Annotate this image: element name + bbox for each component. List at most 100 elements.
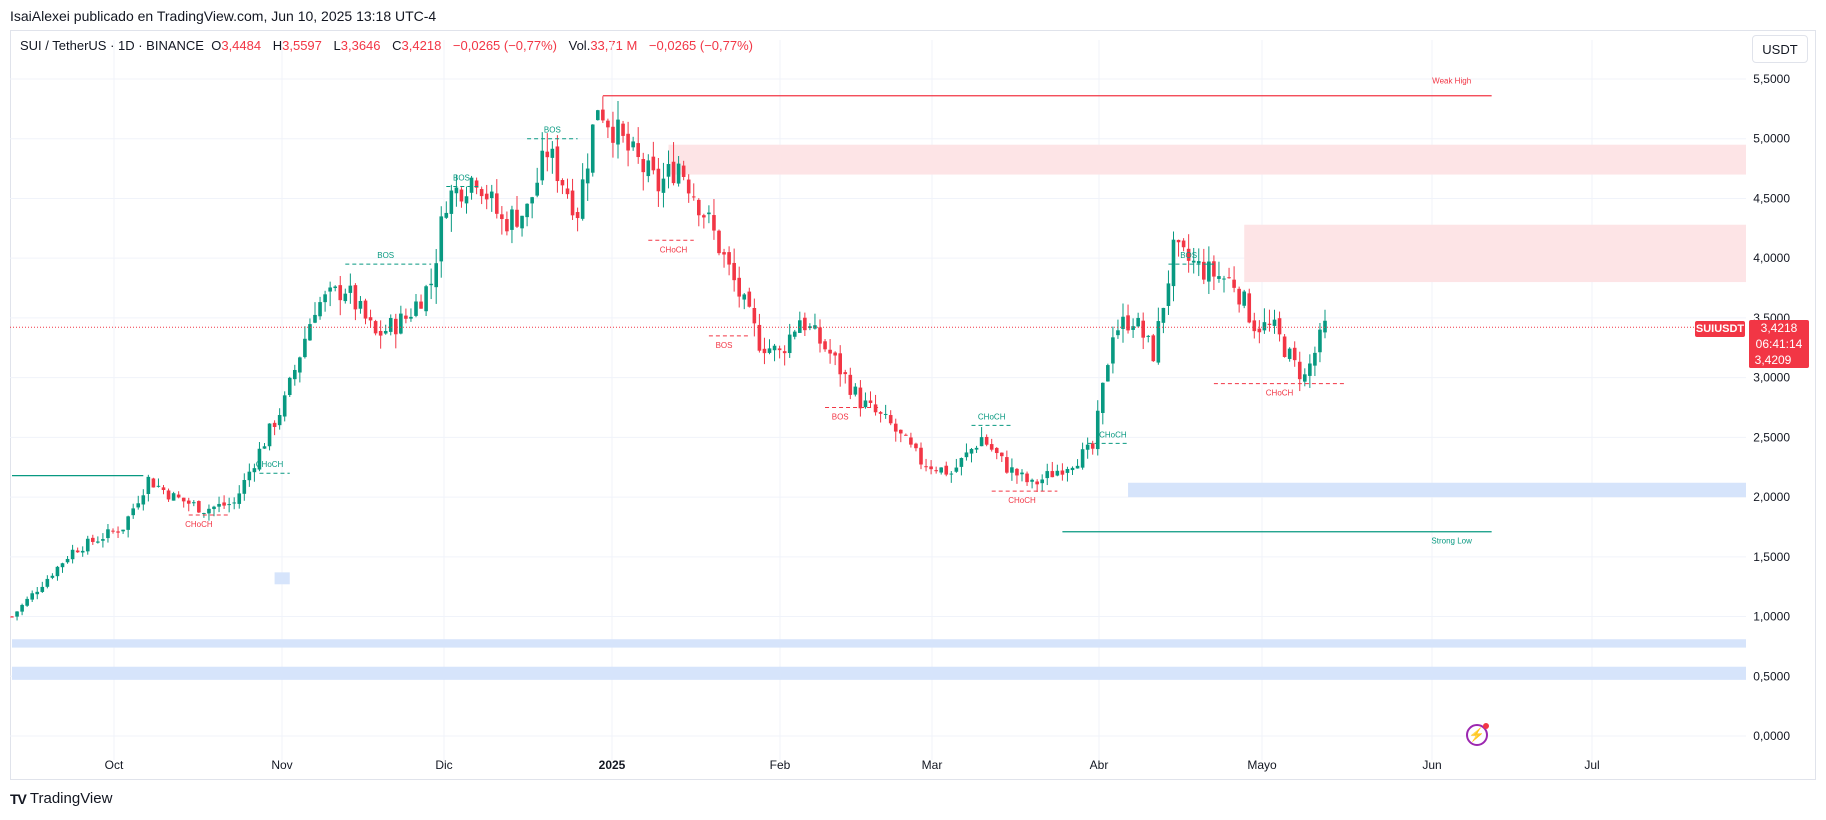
x-tick-label: Feb: [770, 758, 791, 772]
candle-body: [994, 447, 999, 454]
candle-body: [161, 487, 166, 491]
candle-body: [1045, 471, 1050, 479]
candle-body: [505, 219, 509, 232]
candle-body: [732, 262, 736, 281]
structure-label: BOS: [716, 341, 733, 350]
candle-body: [727, 252, 731, 265]
symbol-label[interactable]: SUI / TetherUS · 1D · BINANCE: [20, 38, 204, 53]
change-value: −0,0265 (−0,77%): [452, 38, 557, 53]
candle-body: [1015, 468, 1019, 476]
candle-body: [904, 434, 908, 436]
candle-body: [1272, 319, 1277, 326]
candle-body: [272, 422, 277, 428]
candle-body: [863, 400, 868, 408]
y-tick-label: 1,0000: [1753, 610, 1790, 624]
candle-body: [691, 196, 696, 198]
candle-body: [197, 501, 201, 513]
candle-body: [899, 429, 903, 434]
candle-body: [1287, 348, 1292, 359]
candle-body: [585, 168, 590, 184]
candle-body: [1146, 335, 1151, 337]
candle-body: [1202, 261, 1206, 280]
candle-body: [500, 214, 504, 220]
candle-body: [1121, 316, 1125, 329]
candle-body: [1166, 283, 1171, 306]
structure-label: CHoCH: [1266, 389, 1294, 398]
candle-body: [287, 377, 292, 396]
candle-body: [1308, 363, 1312, 376]
x-tick-label: Mar: [922, 758, 943, 772]
candle-body: [611, 126, 615, 143]
candle-body: [383, 330, 388, 334]
candle-body: [171, 493, 176, 501]
candle-body: [560, 180, 565, 186]
candle-body: [166, 490, 171, 500]
candle-body: [202, 513, 206, 515]
candle-body: [969, 448, 974, 454]
candle-body: [293, 369, 297, 380]
candle-body: [399, 313, 403, 334]
candle-body: [848, 374, 853, 395]
candle-body: [752, 307, 757, 324]
candle-body: [439, 216, 444, 262]
candle-body: [1065, 468, 1070, 473]
candle-body: [1247, 293, 1252, 323]
candle-body: [888, 415, 893, 424]
candle-body: [1111, 337, 1115, 364]
candle-body: [686, 179, 691, 194]
last-price: 3,4218: [1760, 321, 1798, 335]
supply-zone: [668, 144, 1746, 175]
candle-body: [495, 193, 499, 214]
candle-body: [434, 263, 438, 288]
candle-body: [787, 334, 792, 354]
candle-body: [85, 538, 90, 552]
demand-zone: [274, 572, 290, 585]
candle-body: [565, 188, 570, 195]
candle-body: [131, 508, 135, 516]
candle-body: [176, 494, 181, 498]
candle-body: [394, 318, 398, 335]
price-chart[interactable]: 0,0000 0,5000 1,0000 1,5000 2,0000 2,5000 3,00…: [0, 0, 1826, 790]
candle-body: [646, 160, 651, 177]
candle-body: [681, 165, 686, 177]
candle-body: [666, 164, 671, 177]
candle-body: [828, 349, 832, 354]
candle-body: [454, 187, 459, 194]
lightning-bolt-icon[interactable]: ⚡: [1466, 723, 1489, 746]
candle-body: [954, 467, 959, 472]
candle-body: [358, 300, 363, 309]
y-tick-label: 2,5000: [1753, 430, 1790, 444]
candle-body: [1040, 479, 1044, 484]
x-tick-label: Dic: [435, 758, 452, 772]
candle-body: [858, 387, 863, 409]
structure-label: BOS: [544, 126, 561, 135]
candle-body: [116, 531, 120, 533]
candle-body: [1222, 278, 1226, 280]
x-tick-label: Mayo: [1247, 758, 1277, 772]
x-tick-label: Jul: [1584, 758, 1599, 772]
tradingview-brand[interactable]: TV TradingView: [10, 790, 112, 807]
candle-body: [388, 317, 393, 332]
candle-body: [1232, 279, 1236, 288]
candle-body: [949, 473, 954, 475]
structure-label: CHoCH: [660, 245, 688, 254]
candle-body: [449, 190, 454, 214]
y-tick-label: 4,0000: [1753, 251, 1790, 265]
candle-body: [80, 550, 85, 553]
candle-body: [333, 286, 337, 289]
candle-body: [1070, 467, 1075, 471]
candle-body: [101, 539, 105, 541]
candle-body: [530, 197, 534, 204]
candle-body: [934, 470, 938, 472]
candle-body: [368, 317, 373, 321]
candle-body: [489, 191, 494, 199]
candle-body: [1116, 330, 1120, 336]
candle-body: [10, 616, 14, 618]
candle-body: [313, 314, 317, 323]
currency-button[interactable]: USDT: [1752, 35, 1808, 63]
candle-body: [535, 182, 539, 196]
open-label: O: [211, 38, 222, 53]
candle-body: [30, 593, 34, 600]
candle-body: [631, 141, 635, 148]
candle-body: [1257, 328, 1262, 333]
